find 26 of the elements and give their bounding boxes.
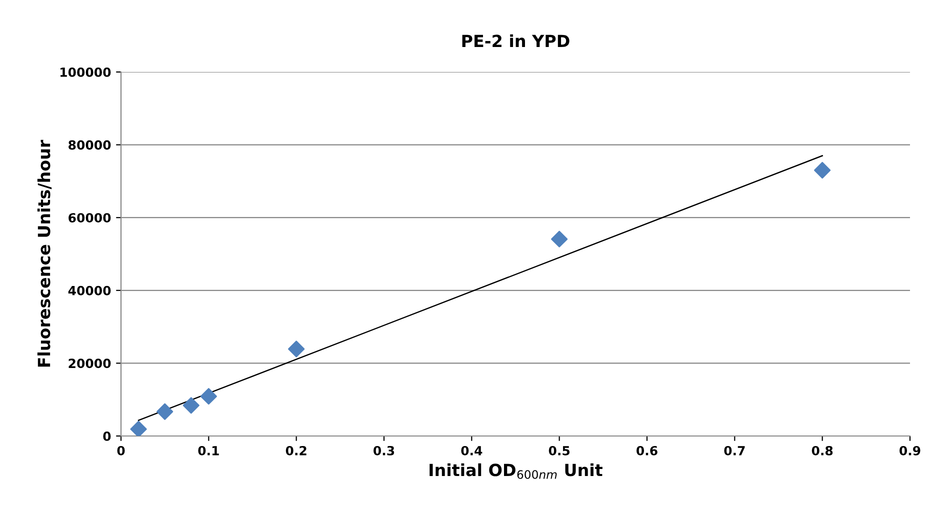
x-tick-label: 0.1	[198, 446, 219, 456]
y-tick-label: 80000	[68, 140, 111, 150]
x-tick-label: 0.5	[548, 446, 570, 456]
y-tick-label: 20000	[68, 358, 111, 368]
chart-title: PE-2 in YPD	[462, 34, 570, 47]
x-tick-label: 0.8	[812, 446, 833, 456]
x-tick-label: 0.6	[636, 446, 658, 456]
point	[200, 388, 217, 405]
x-tick-label: 0.9	[900, 446, 920, 456]
y-axis-title: Fluorescence Units/hour	[37, 140, 52, 367]
point	[288, 340, 305, 358]
x-axis-title: Initial OD$_{600nm}$ Unit	[430, 463, 602, 479]
y-tick-label: 0	[103, 431, 111, 441]
y-tick-label: 100000	[60, 67, 111, 77]
x-tick-label: 0.7	[724, 446, 745, 456]
x-tick-label: 0.4	[461, 446, 482, 456]
point	[551, 230, 568, 248]
point	[130, 420, 147, 436]
y-tick-label: 40000	[68, 286, 111, 296]
point	[814, 162, 831, 179]
point	[182, 397, 200, 414]
x-tick-label: 0	[117, 446, 125, 456]
y-tick-label: 60000	[68, 213, 111, 223]
x-tick-label: 0.2	[286, 446, 306, 456]
x-tick-label: 0.3	[374, 446, 394, 456]
point	[156, 403, 174, 420]
